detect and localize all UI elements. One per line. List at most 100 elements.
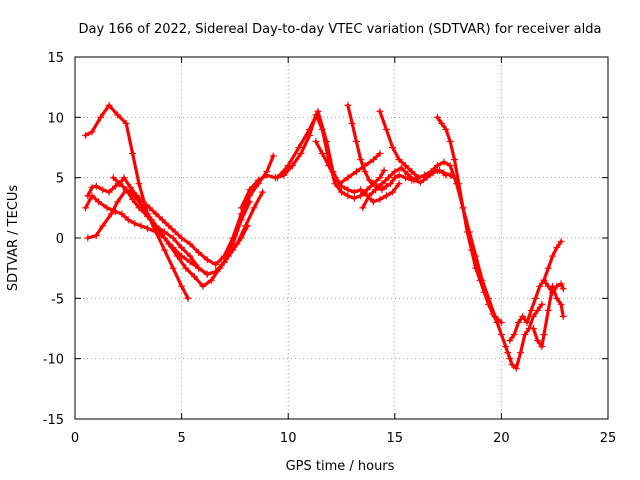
data-point xyxy=(436,166,444,174)
data-point xyxy=(391,168,399,176)
data-point xyxy=(88,192,96,200)
data-point xyxy=(404,170,412,178)
data-point xyxy=(195,248,203,256)
data-point xyxy=(442,125,450,133)
data-point xyxy=(105,101,113,109)
data-point xyxy=(357,192,365,200)
data-point xyxy=(534,337,542,345)
series-line xyxy=(314,139,401,204)
data-point xyxy=(143,224,151,232)
data-point xyxy=(88,128,96,136)
data-point xyxy=(323,137,331,145)
series-line xyxy=(361,166,448,210)
data-point xyxy=(357,156,365,164)
data-point xyxy=(532,294,540,302)
data-point xyxy=(338,182,345,190)
y-tick-label: -15 xyxy=(43,413,64,428)
data-point xyxy=(410,176,418,184)
data-point xyxy=(331,174,339,182)
data-point xyxy=(161,228,169,236)
data-point xyxy=(137,222,145,230)
data-point xyxy=(350,194,358,202)
data-point xyxy=(416,178,424,186)
data-point xyxy=(376,150,384,158)
data-point xyxy=(199,282,207,290)
data-point xyxy=(512,364,520,372)
data-series-s15 xyxy=(529,282,567,351)
y-tick-labels: -15 -10 -5 0 5 10 15 xyxy=(43,51,64,428)
data-series-layer xyxy=(82,101,567,372)
data-point xyxy=(116,180,124,188)
data-series-s5 xyxy=(109,174,254,278)
data-point xyxy=(352,168,360,176)
y-tick-label: -5 xyxy=(51,292,64,307)
data-point xyxy=(376,174,384,182)
data-point xyxy=(338,188,345,196)
data-point xyxy=(152,210,160,218)
data-point xyxy=(161,246,169,254)
data-point xyxy=(414,174,422,182)
data-point xyxy=(173,252,181,260)
data-point xyxy=(352,137,360,145)
data-point xyxy=(107,210,115,218)
data-point xyxy=(369,180,377,188)
data-point xyxy=(178,234,186,242)
data-point xyxy=(557,238,565,246)
y-tick-label: 15 xyxy=(47,51,64,66)
chart-title: Day 166 of 2022, Sidereal Day-to-day VTE… xyxy=(79,22,602,37)
data-point xyxy=(544,306,552,314)
data-point xyxy=(195,264,203,272)
data-point xyxy=(485,300,493,308)
data-point xyxy=(376,107,384,115)
data-series-s16 xyxy=(540,276,567,296)
data-point xyxy=(318,150,326,158)
data-point xyxy=(186,252,194,260)
data-point xyxy=(178,244,186,252)
x-tick-label: 5 xyxy=(177,431,185,446)
data-point xyxy=(553,244,561,252)
data-point xyxy=(348,119,356,127)
plot-frame xyxy=(74,56,609,420)
data-point xyxy=(489,310,497,318)
y-tick-label: 0 xyxy=(56,232,64,247)
data-point xyxy=(421,171,429,179)
data-point xyxy=(442,171,450,179)
x-tick-labels: 0 5 10 15 20 25 xyxy=(71,431,616,446)
data-point xyxy=(314,107,322,115)
data-point xyxy=(395,156,403,164)
data-point xyxy=(99,222,107,230)
data-point xyxy=(463,228,471,236)
data-point xyxy=(229,240,237,248)
data-point xyxy=(446,137,454,145)
data-point xyxy=(124,216,132,224)
data-point xyxy=(557,300,565,308)
data-point xyxy=(517,349,525,357)
data-point xyxy=(207,276,215,284)
data-point xyxy=(549,288,557,296)
data-point xyxy=(502,343,510,351)
series-line xyxy=(111,176,252,276)
data-point xyxy=(105,188,113,196)
data-point xyxy=(112,182,120,190)
data-point xyxy=(169,264,177,272)
data-point xyxy=(246,186,254,194)
data-point xyxy=(553,282,561,290)
data-point xyxy=(297,150,305,158)
data-point xyxy=(536,282,544,290)
y-tick-label: -10 xyxy=(43,353,64,368)
data-point xyxy=(365,176,373,184)
data-point xyxy=(538,343,546,351)
data-point xyxy=(391,174,399,182)
data-point xyxy=(295,144,303,151)
y-axis-label: SDTVAR / TECUs xyxy=(6,185,21,292)
data-point xyxy=(544,282,552,290)
data-point xyxy=(344,192,352,200)
data-point xyxy=(122,186,130,194)
data-point xyxy=(389,144,397,151)
series-line xyxy=(84,103,190,300)
data-point xyxy=(152,222,160,230)
y-tick-label: 5 xyxy=(56,172,64,187)
data-point xyxy=(363,186,371,194)
data-point xyxy=(212,261,220,269)
data-point xyxy=(114,198,122,206)
